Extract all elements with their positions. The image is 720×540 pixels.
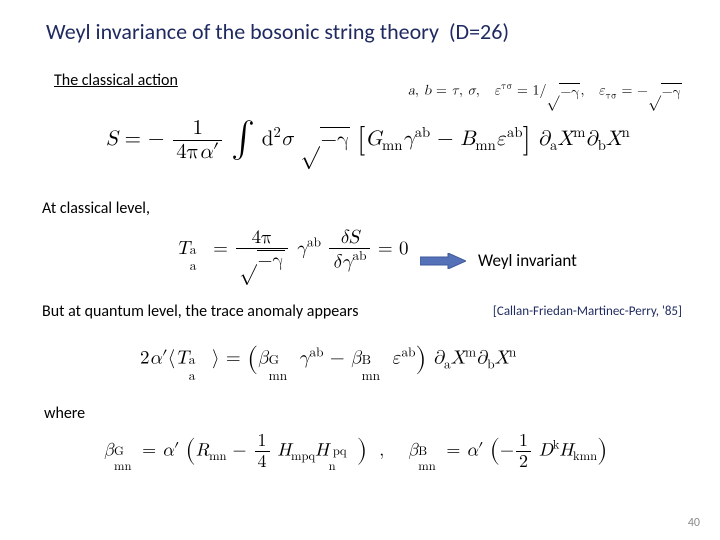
weyl-invariant-label: Weyl invariant <box>478 250 577 271</box>
where-label: where <box>44 404 85 423</box>
title-dimension: (D=26) <box>449 18 509 45</box>
title-main: Weyl invariance of the bosonic string th… <box>46 18 439 45</box>
beta-functions-equation: βGmn = α′ (Rmn − 14 HmpqHn pq ) , βBmn =… <box>104 432 608 471</box>
trace-anomaly-equation: 2α′⟨Taa ⟩ = (βGmn γab − βBmn εab) ∂aXm∂b… <box>140 342 516 377</box>
index-definitions: a, b = τ, σ, ετσ = 1/√−γ, ετσ = −√−γ <box>408 80 682 101</box>
classical-level-text: At classical level, <box>42 199 684 218</box>
classical-action-equation: S = − 14πα′ ∫ d2σ √−γ [Gmnγab − Bmnεab] … <box>106 118 684 163</box>
quantum-level-text: But at quantum level, the trace anomaly … <box>42 302 358 321</box>
page-number: 40 <box>688 516 700 530</box>
citation: [Callan-Friedan-Martinec-Perry, '85] <box>493 304 682 319</box>
slide-title: Weyl invariance of the bosonic string th… <box>46 18 684 45</box>
arrow-icon <box>420 253 466 269</box>
